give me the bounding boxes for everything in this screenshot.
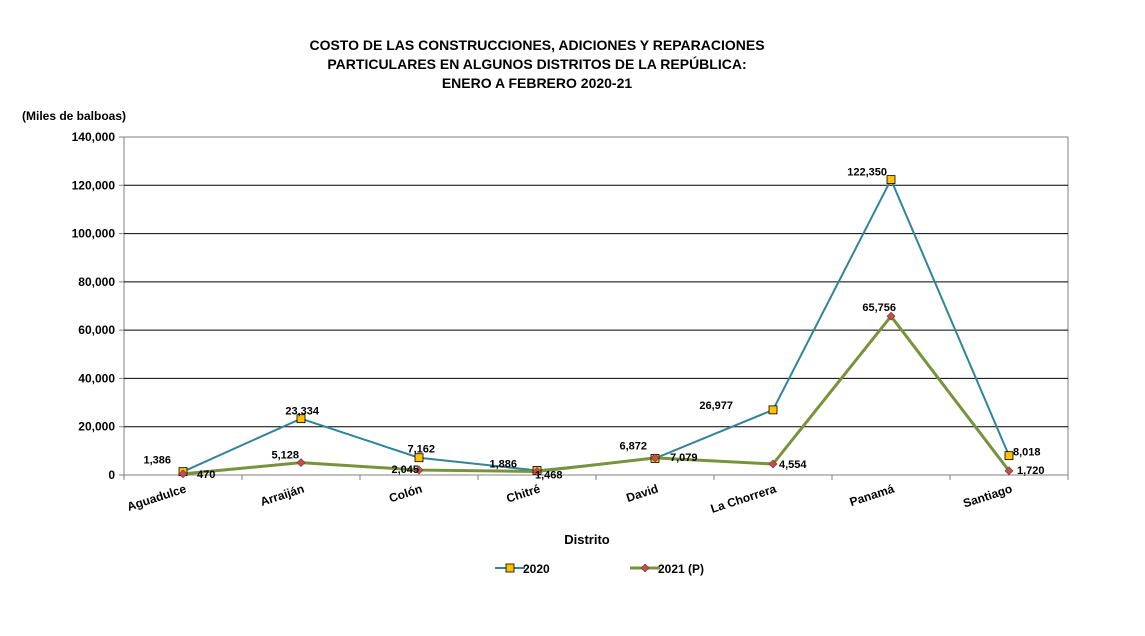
x-axis-label: Distrito — [564, 532, 610, 547]
data-label: 7,162 — [407, 444, 435, 456]
series-markers — [178, 175, 1014, 479]
x-tick-label: La Chorrera — [709, 481, 778, 515]
y-tick-label: 60,000 — [78, 323, 115, 337]
data-label: 1,886 — [489, 458, 517, 470]
y-axis: 0 20,000 40,000 60,000 80,000 100,000 120,000 1… — [72, 130, 124, 482]
data-label: 2,045 — [391, 464, 419, 476]
y-tick-label: 100,000 — [72, 227, 116, 241]
data-point-2021 — [296, 458, 306, 468]
x-tick-label: Chitré — [505, 481, 543, 505]
plot-frame — [123, 136, 1069, 476]
data-point-2020 — [886, 175, 896, 185]
data-point-2020 — [1004, 451, 1014, 461]
data-point-2020 — [768, 405, 778, 415]
data-label: 5,128 — [271, 450, 299, 462]
data-label: 1,386 — [143, 455, 171, 467]
x-tick-label: David — [625, 482, 660, 505]
data-label: 1,720 — [1017, 465, 1045, 477]
series-line-2 — [182, 313, 1011, 476]
y-tick-label: 120,000 — [72, 178, 116, 192]
x-axis: Aguadulce Arraiján Colón Chitré David La Chor… — [123, 474, 1069, 516]
y-tick-label: 80,000 — [78, 275, 115, 289]
chart-title-line-2: PARTICULARES EN ALGUNOS DISTRITOS DE LA … — [327, 55, 746, 72]
legend-marker-2020 — [505, 563, 515, 573]
data-point-2020 — [296, 414, 306, 424]
data-point-2021 — [768, 459, 778, 469]
data-point-2021 — [886, 311, 896, 321]
data-label: 4,554 — [779, 459, 807, 471]
data-label: 7,079 — [670, 452, 698, 464]
x-tick-label: Aguadulce — [125, 481, 188, 513]
x-tick-label: Arraiján — [258, 482, 305, 509]
legend-label-2: 2021 (P) — [658, 562, 704, 576]
y-tick-label: 140,000 — [72, 130, 116, 144]
data-point-2021 — [532, 467, 542, 476]
chart-title: COSTO DE LAS CONSTRUCCIONES, ADICIONES Y… — [309, 37, 764, 91]
unit-label: (Miles de balboas) — [22, 109, 126, 123]
data-label: 122,350 — [847, 167, 887, 179]
chart-title-line-3: ENERO A FEBRERO 2020-21 — [442, 75, 633, 91]
data-labels: 1,386 23,334 7,162 1,886 6,872 26,977 122,350 8… — [143, 167, 1044, 482]
data-point-2020 — [414, 453, 424, 463]
y-tick-label: 0 — [108, 468, 115, 482]
data-label: 26,977 — [699, 400, 733, 412]
chart-title-line-1: COSTO DE LAS CONSTRUCCIONES, ADICIONES Y… — [309, 37, 764, 53]
plot-area: 0 20,000 40,000 60,000 80,000 100,000 120,000 1… — [72, 130, 1069, 516]
legend-marker-2021 — [640, 563, 650, 573]
data-label: 23,334 — [285, 406, 320, 418]
data-point-2021 — [178, 469, 188, 479]
data-point-2021 — [414, 465, 424, 475]
data-label: 470 — [197, 469, 215, 481]
gridlines — [124, 184, 1068, 428]
y-tick-label: 20,000 — [78, 420, 115, 434]
data-label: 6,872 — [619, 440, 647, 452]
x-tick-label: Santiago — [961, 482, 1014, 511]
x-tick-label: Colón — [387, 482, 424, 506]
y-tick-label: 40,000 — [78, 371, 115, 385]
data-point-2021 — [1004, 466, 1014, 476]
data-point-2021 — [650, 453, 660, 463]
x-tick-label: Panamá — [848, 481, 896, 509]
series-lines — [182, 177, 1011, 476]
legend: 2020 2021 (P) — [495, 562, 704, 576]
legend-label-1: 2020 — [523, 562, 550, 576]
data-label: 8,018 — [1013, 447, 1041, 459]
data-label: 65,756 — [862, 302, 896, 314]
data-label: 1,468 — [535, 469, 563, 481]
